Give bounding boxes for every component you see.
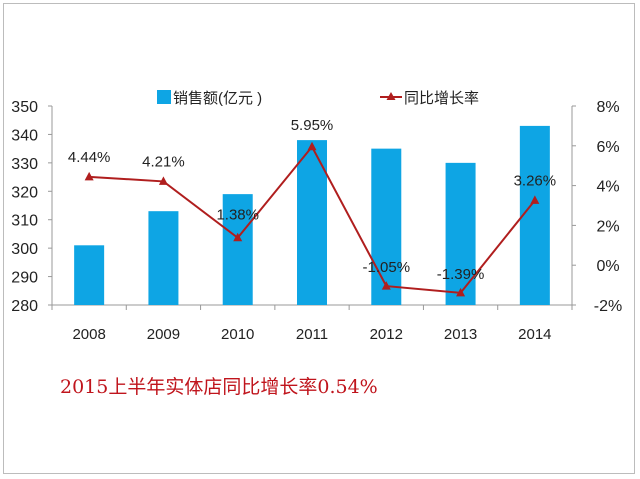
legend-bar-label: 销售额(亿元 ) bbox=[173, 90, 262, 107]
bar-2013 bbox=[445, 162, 476, 305]
left-tick-label: 310 bbox=[11, 213, 38, 230]
x-tick-label: 2009 bbox=[147, 326, 180, 343]
data-label-2014: 3.26% bbox=[514, 172, 557, 189]
bar-2009 bbox=[148, 211, 179, 305]
bar-2014 bbox=[519, 125, 550, 306]
left-tick-label: 320 bbox=[11, 184, 38, 201]
left-tick-label: 340 bbox=[11, 127, 38, 144]
legend-triangle-icon bbox=[386, 92, 396, 100]
growth-marker-2011 bbox=[307, 141, 317, 151]
growth-marker-2013 bbox=[456, 287, 466, 297]
data-label-2009: 4.21% bbox=[142, 153, 185, 170]
x-tick-label: 2011 bbox=[296, 326, 328, 343]
data-label-2012: -1.05% bbox=[363, 259, 411, 276]
data-label-2011: 5.95% bbox=[291, 117, 334, 134]
right-tick-label: 0% bbox=[596, 258, 619, 275]
bar-2012 bbox=[371, 148, 402, 305]
data-label-2008: 4.44% bbox=[68, 149, 111, 166]
left-tick-label: 350 bbox=[11, 99, 38, 116]
data-label-2013: -1.39% bbox=[437, 266, 485, 283]
legend-bar-swatch bbox=[157, 90, 171, 104]
right-tick-label: 2% bbox=[596, 218, 619, 235]
legend-line-label: 同比增长率 bbox=[404, 90, 479, 107]
growth-marker-2010 bbox=[233, 232, 243, 242]
left-tick-label: 290 bbox=[11, 270, 38, 287]
growth-marker-2014 bbox=[530, 195, 540, 204]
right-tick-label: 8% bbox=[596, 99, 619, 116]
x-tick-label: 2013 bbox=[444, 326, 477, 343]
growth-marker-2008 bbox=[84, 171, 94, 181]
bar-2008 bbox=[74, 245, 105, 305]
x-tick-label: 2014 bbox=[518, 326, 551, 343]
chart-note: 2015上半年实体店同比增长率0.54% bbox=[60, 376, 378, 398]
left-tick-label: 280 bbox=[11, 298, 38, 315]
growth-marker-2012 bbox=[381, 281, 391, 290]
x-tick-label: 2008 bbox=[72, 326, 105, 343]
right-tick-label: 4% bbox=[596, 179, 619, 196]
right-tick-label: -2% bbox=[594, 298, 622, 315]
left-tick-label: 330 bbox=[11, 156, 38, 173]
chart-frame bbox=[3, 3, 635, 474]
x-tick-label: 2010 bbox=[221, 326, 254, 343]
bar-2010 bbox=[222, 194, 253, 305]
x-tick-label: 2012 bbox=[370, 326, 403, 343]
left-tick-label: 300 bbox=[11, 241, 38, 258]
data-label-2010: 1.38% bbox=[216, 207, 259, 224]
right-tick-label: 6% bbox=[596, 139, 619, 156]
growth-marker-2009 bbox=[158, 176, 168, 185]
